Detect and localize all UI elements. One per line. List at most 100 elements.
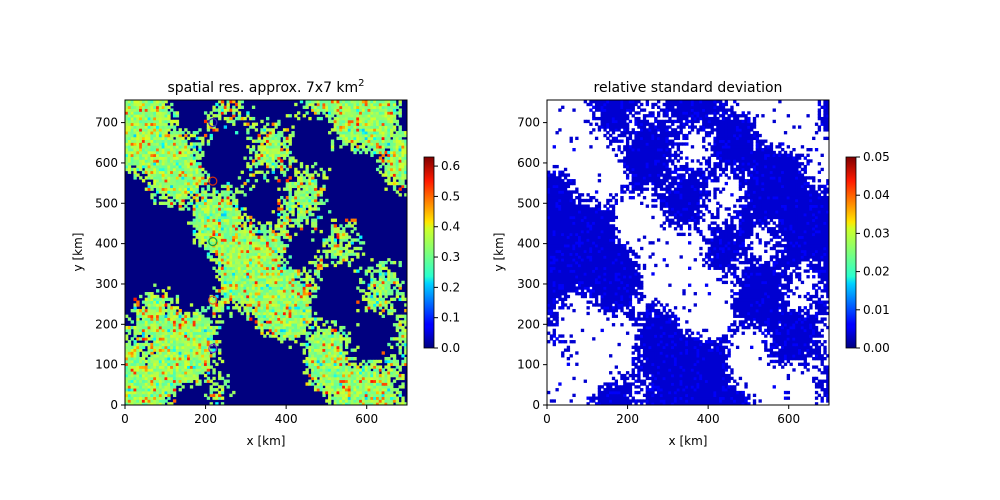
- heatmap-cell: [347, 402, 352, 405]
- heatmap-cell: [361, 393, 366, 398]
- heatmap-cell: [158, 159, 163, 163]
- heatmap-cell: [237, 280, 242, 285]
- heatmap-cell: [325, 252, 329, 256]
- heatmap-cell: [342, 116, 346, 121]
- heatmap-cell: [206, 204, 211, 208]
- heatmap-cell: [139, 114, 143, 118]
- heatmap-cell: [364, 393, 369, 398]
- heatmap-cell: [158, 308, 163, 313]
- heatmap-cell: [274, 232, 278, 237]
- heatmap-cell: [127, 382, 132, 386]
- heatmap-cell: [330, 260, 335, 265]
- heatmap-cell: [251, 246, 256, 251]
- heatmap-cell: [178, 207, 182, 211]
- heatmap-cell: [136, 365, 140, 369]
- heatmap-cell: [167, 308, 171, 313]
- heatmap-cell: [246, 114, 250, 118]
- heatmap-cell: [215, 382, 219, 386]
- heatmap-cell: [297, 294, 301, 299]
- heatmap-cell: [297, 218, 301, 222]
- heatmap-cell: [294, 232, 298, 237]
- heatmap-cell: [299, 179, 304, 183]
- heatmap-cell: [288, 162, 292, 166]
- heatmap-cell: [364, 148, 369, 152]
- heatmap-cell: [249, 164, 253, 169]
- heatmap-cell: [170, 354, 174, 358]
- heatmap-cell: [147, 362, 151, 366]
- heatmap-cell: [141, 170, 146, 174]
- heatmap-cell: [254, 311, 259, 316]
- heatmap-cell: [387, 122, 391, 126]
- heatmap-cell: [302, 283, 306, 287]
- heatmap-cell: [130, 390, 134, 395]
- heatmap-cell: [373, 368, 377, 372]
- heatmap-cell: [203, 170, 208, 174]
- heatmap-cell: [344, 235, 349, 239]
- heatmap-cell: [240, 105, 244, 109]
- heatmap-cell: [133, 388, 137, 392]
- heatmap-cell: [277, 164, 281, 169]
- heatmap-cell: [187, 184, 191, 189]
- heatmap-cell: [356, 122, 360, 126]
- heatmap-cell: [198, 210, 202, 214]
- heatmap-cell: [311, 356, 315, 361]
- heatmap-cell: [353, 246, 357, 251]
- heatmap-cell: [288, 334, 292, 338]
- heatmap-cell: [277, 337, 281, 341]
- heatmap-cell: [201, 229, 205, 234]
- heatmap-cell: [223, 280, 228, 285]
- heatmap-cell: [226, 385, 230, 389]
- heatmap-cell: [226, 277, 230, 282]
- heatmap-cell: [266, 286, 270, 290]
- heatmap-cell: [198, 136, 202, 141]
- heatmap-cell: [392, 272, 397, 276]
- heatmap-cell: [209, 235, 213, 239]
- heatmap-cell: [136, 388, 140, 392]
- heatmap-cell: [198, 167, 202, 172]
- heatmap-cell: [356, 255, 360, 259]
- heatmap-cell: [246, 260, 250, 265]
- heatmap-cell: [375, 303, 380, 307]
- heatmap-cell: [141, 399, 146, 403]
- heatmap-cell: [215, 393, 219, 398]
- heatmap-cell: [172, 176, 177, 180]
- heatmap-cell: [229, 212, 233, 217]
- heatmap-cell: [257, 235, 261, 239]
- heatmap-cell: [328, 345, 332, 350]
- heatmap-cell: [161, 402, 165, 405]
- heatmap-cell: [218, 212, 222, 217]
- heatmap-cell: [170, 348, 174, 352]
- heatmap-cell: [158, 122, 163, 126]
- heatmap-cell: [392, 105, 397, 109]
- heatmap-cell: [356, 399, 360, 403]
- heatmap-cell: [237, 308, 242, 313]
- heatmap-cell: [367, 148, 371, 152]
- heatmap-cell: [336, 356, 340, 361]
- heatmap-cell: [260, 145, 264, 149]
- heatmap-cell: [316, 116, 321, 121]
- heatmap-cell: [144, 328, 149, 333]
- heatmap-cell: [370, 139, 374, 143]
- heatmap-cell: [274, 122, 278, 126]
- heatmap-cell: [313, 190, 318, 194]
- heatmap-cell: [184, 176, 188, 180]
- heatmap-cell: [243, 193, 247, 197]
- heatmap-cell: [319, 266, 323, 270]
- heatmap-cell: [198, 229, 202, 234]
- heatmap-cell: [198, 359, 202, 364]
- heatmap-cell: [139, 150, 143, 155]
- heatmap-cell: [333, 365, 337, 369]
- heatmap-cell: [195, 356, 199, 361]
- heatmap-cell: [150, 303, 154, 307]
- heatmap-cell: [344, 402, 349, 405]
- heatmap-cell: [237, 255, 242, 259]
- heatmap-cell: [237, 210, 242, 214]
- heatmap-cell: [175, 354, 180, 358]
- heatmap-cell: [206, 362, 211, 366]
- heatmap-cell: [209, 393, 213, 398]
- heatmap-cell: [322, 331, 326, 335]
- heatmap-cell: [282, 331, 287, 335]
- heatmap-cell: [350, 131, 354, 135]
- heatmap-cell: [381, 114, 385, 118]
- heatmap-cell: [347, 396, 352, 400]
